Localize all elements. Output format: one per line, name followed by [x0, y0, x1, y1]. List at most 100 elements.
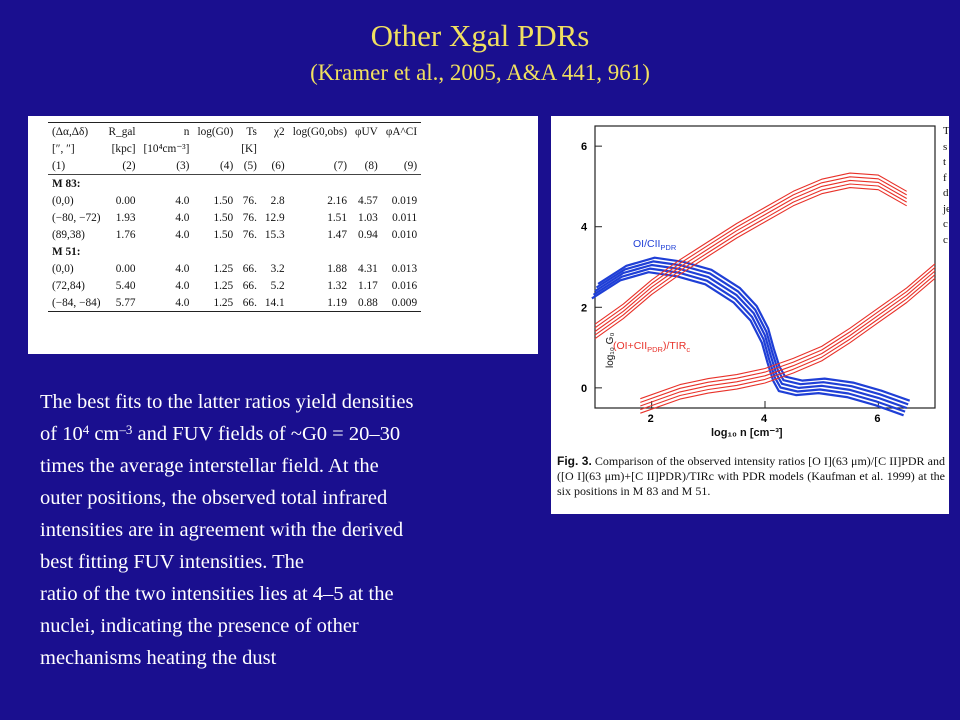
table-cell: 76.	[242, 194, 257, 207]
y-tick-label: 6	[581, 141, 587, 153]
table-cell: 1.88	[327, 262, 347, 275]
series-line	[594, 263, 908, 410]
caption-text: Comparison of the observed intensity rat…	[557, 454, 945, 498]
y-tick-label: 0	[581, 383, 587, 395]
table-unit-cell	[193, 140, 237, 157]
table-cell: 1.25	[213, 279, 234, 292]
table-cell: 1.19	[288, 294, 351, 312]
body-line: and FUV fields of ~G0 = 20–30	[132, 423, 401, 445]
table-header-cell: log(G0)	[193, 122, 238, 140]
table-header-cell: (Δα,Δδ)	[48, 122, 105, 140]
table-cell: 0.019	[391, 194, 418, 207]
table-cell: 12.9	[264, 211, 285, 224]
series-line	[640, 274, 936, 411]
series-line	[640, 277, 936, 414]
body-line: times the average interstellar field. At…	[40, 455, 379, 477]
series-line	[640, 270, 936, 407]
side-text-char: T	[943, 125, 949, 137]
table-cell: (0,0)	[52, 194, 74, 207]
series-line	[640, 266, 936, 403]
table-colnum-cell: (2)	[122, 159, 136, 172]
table-cell: 5.40	[115, 279, 136, 292]
body-line: intensities are in agreement with the de…	[40, 519, 404, 541]
table-cell: 0.013	[391, 262, 418, 275]
table-cell: 1.25	[213, 262, 234, 275]
table-cell: (72,84)	[52, 279, 85, 292]
table-cell: 1.32	[327, 279, 347, 292]
table-colnum-cell: (4)	[220, 159, 234, 172]
x-tick-label: 4	[761, 413, 768, 425]
series-line	[594, 187, 907, 340]
table-unit-cell	[261, 140, 289, 157]
table-cell: 66.	[242, 279, 257, 292]
cropped-side-text: T s t f d je c c	[943, 124, 949, 248]
table-header-cell: χ2	[260, 122, 289, 140]
table-cell: 0.88	[350, 294, 382, 312]
table-row: (0,0) 0.00 4.0 1.25 66. 3.2 1.88 4.31 0.…	[48, 260, 421, 277]
table-cell: 4.0	[175, 228, 190, 241]
series-line	[594, 183, 907, 336]
side-text-char: c	[943, 218, 948, 230]
table-row: (72,84) 5.40 4.0 1.25 66. 5.2 1.32 1.17 …	[48, 277, 421, 294]
table-cell: 3.2	[270, 262, 285, 275]
table-cell: 66.	[242, 262, 257, 275]
table-cell: 4.0	[175, 262, 190, 275]
x-axis-label: log₁₀ n [cm⁻³]	[711, 427, 783, 439]
table-cell: 0.011	[392, 211, 418, 224]
table-cell: 0.94	[358, 228, 378, 241]
fit-results-table: (Δα,Δδ) R_gal n log(G0) Ts χ2 log(G0,obs…	[48, 122, 422, 312]
table-unit-cell	[382, 140, 421, 157]
fit-results-table-panel: (Δα,Δδ) R_gal n log(G0) Ts χ2 log(G0,obs…	[28, 116, 538, 354]
table-cell: 4.0	[175, 211, 190, 224]
table-cell: 1.17	[358, 279, 378, 292]
table-cell: 0.016	[391, 279, 418, 292]
body-line: mechanisms heating the dust	[40, 647, 277, 669]
axis-ticks: 2 4 6 0 2 4 6	[581, 141, 880, 425]
table-cell: 1.47	[327, 228, 347, 241]
y-tick-label: 4	[581, 222, 588, 234]
table-unit-cell: [K]	[241, 142, 257, 155]
table-colnum-cell: (6)	[271, 159, 285, 172]
x-tick-label: 2	[648, 413, 654, 425]
model-curves	[591, 172, 936, 417]
table-row: (−84, −84) 5.77 4.0 1.25 66. 14.1 1.19 0…	[48, 294, 422, 312]
model-comparison-plot: 2 4 6 0 2 4 6 log₁₀ G₀ log₁₀ n [cm⁻³] OI/CIIPD…	[581, 125, 936, 439]
table-header-cell: log(G0,obs)	[288, 122, 351, 140]
table-cell: 1.93	[115, 211, 136, 224]
table-cell: 5.77	[104, 294, 140, 312]
table-cell: 1.03	[358, 211, 378, 224]
table-cell: 1.50	[213, 211, 234, 224]
body-line: outer positions, the observed total infr…	[40, 487, 388, 509]
table-colnum-cell: (9)	[403, 159, 418, 172]
side-text-char: d	[943, 187, 949, 199]
table-cell: 1.50	[213, 228, 234, 241]
table-cell: 15.3	[264, 228, 285, 241]
series-line	[594, 176, 907, 329]
table-colnum-cell: (1)	[52, 159, 66, 172]
table-cell: 1.50	[213, 194, 234, 207]
side-text-char: je	[943, 202, 949, 215]
table-cell: 0.010	[391, 228, 418, 241]
table-section-row: M 83:	[48, 174, 422, 192]
body-superscript: –3	[119, 422, 133, 437]
table-header-cell: φUV	[350, 122, 382, 140]
table-header-cell: R_gal	[104, 122, 140, 140]
series-line	[594, 179, 907, 332]
table-header-cell: n	[139, 122, 194, 140]
slide-subtitle: (Kramer et al., 2005, A&A 441, 961)	[310, 60, 650, 85]
side-text-char: s	[943, 140, 948, 153]
table-cell: 0.009	[381, 294, 422, 312]
table-cell: 1.25	[193, 294, 238, 312]
table-cell: 1.76	[115, 228, 136, 241]
table-units-row: [″, ″] [kpc] [10⁴cm⁻³] [K]	[48, 140, 421, 157]
section-name-m51: M 51:	[52, 245, 81, 258]
table-cell: 76.	[242, 228, 257, 241]
table-unit-cell	[289, 140, 351, 157]
side-text-char: c	[943, 233, 948, 246]
series-line	[595, 260, 909, 406]
table-cell: 14.1	[260, 294, 289, 312]
series-line	[594, 172, 907, 325]
side-text-char: t	[943, 156, 947, 168]
table-row: (0,0) 0.00 4.0 1.50 76. 2.8 2.16 4.57 0.…	[48, 192, 421, 209]
table-cell: 66.	[237, 294, 261, 312]
